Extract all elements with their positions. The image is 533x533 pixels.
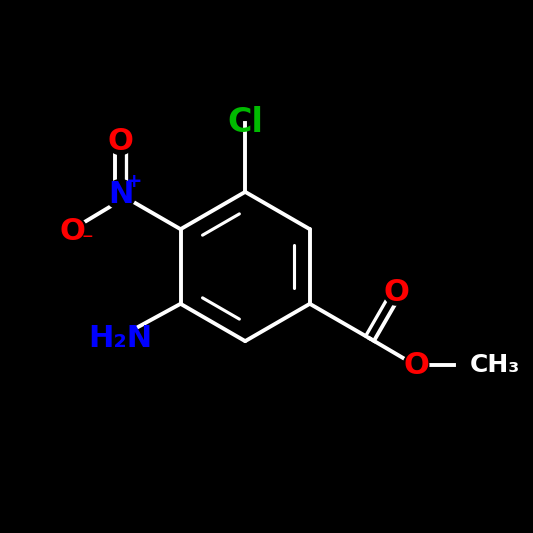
Text: O: O <box>60 217 85 246</box>
Text: O: O <box>108 127 133 156</box>
Text: O: O <box>384 278 409 307</box>
Circle shape <box>58 217 87 247</box>
Text: H₂N: H₂N <box>88 324 152 353</box>
Text: CH₃: CH₃ <box>469 353 520 377</box>
Text: +: + <box>126 172 142 191</box>
Text: ⁻: ⁻ <box>82 231 93 252</box>
Text: Cl: Cl <box>227 106 263 139</box>
Circle shape <box>107 128 134 155</box>
Circle shape <box>403 352 429 378</box>
Text: O: O <box>403 351 429 379</box>
Text: N: N <box>108 180 133 209</box>
Circle shape <box>384 279 409 305</box>
Circle shape <box>103 321 138 356</box>
Circle shape <box>106 180 135 209</box>
